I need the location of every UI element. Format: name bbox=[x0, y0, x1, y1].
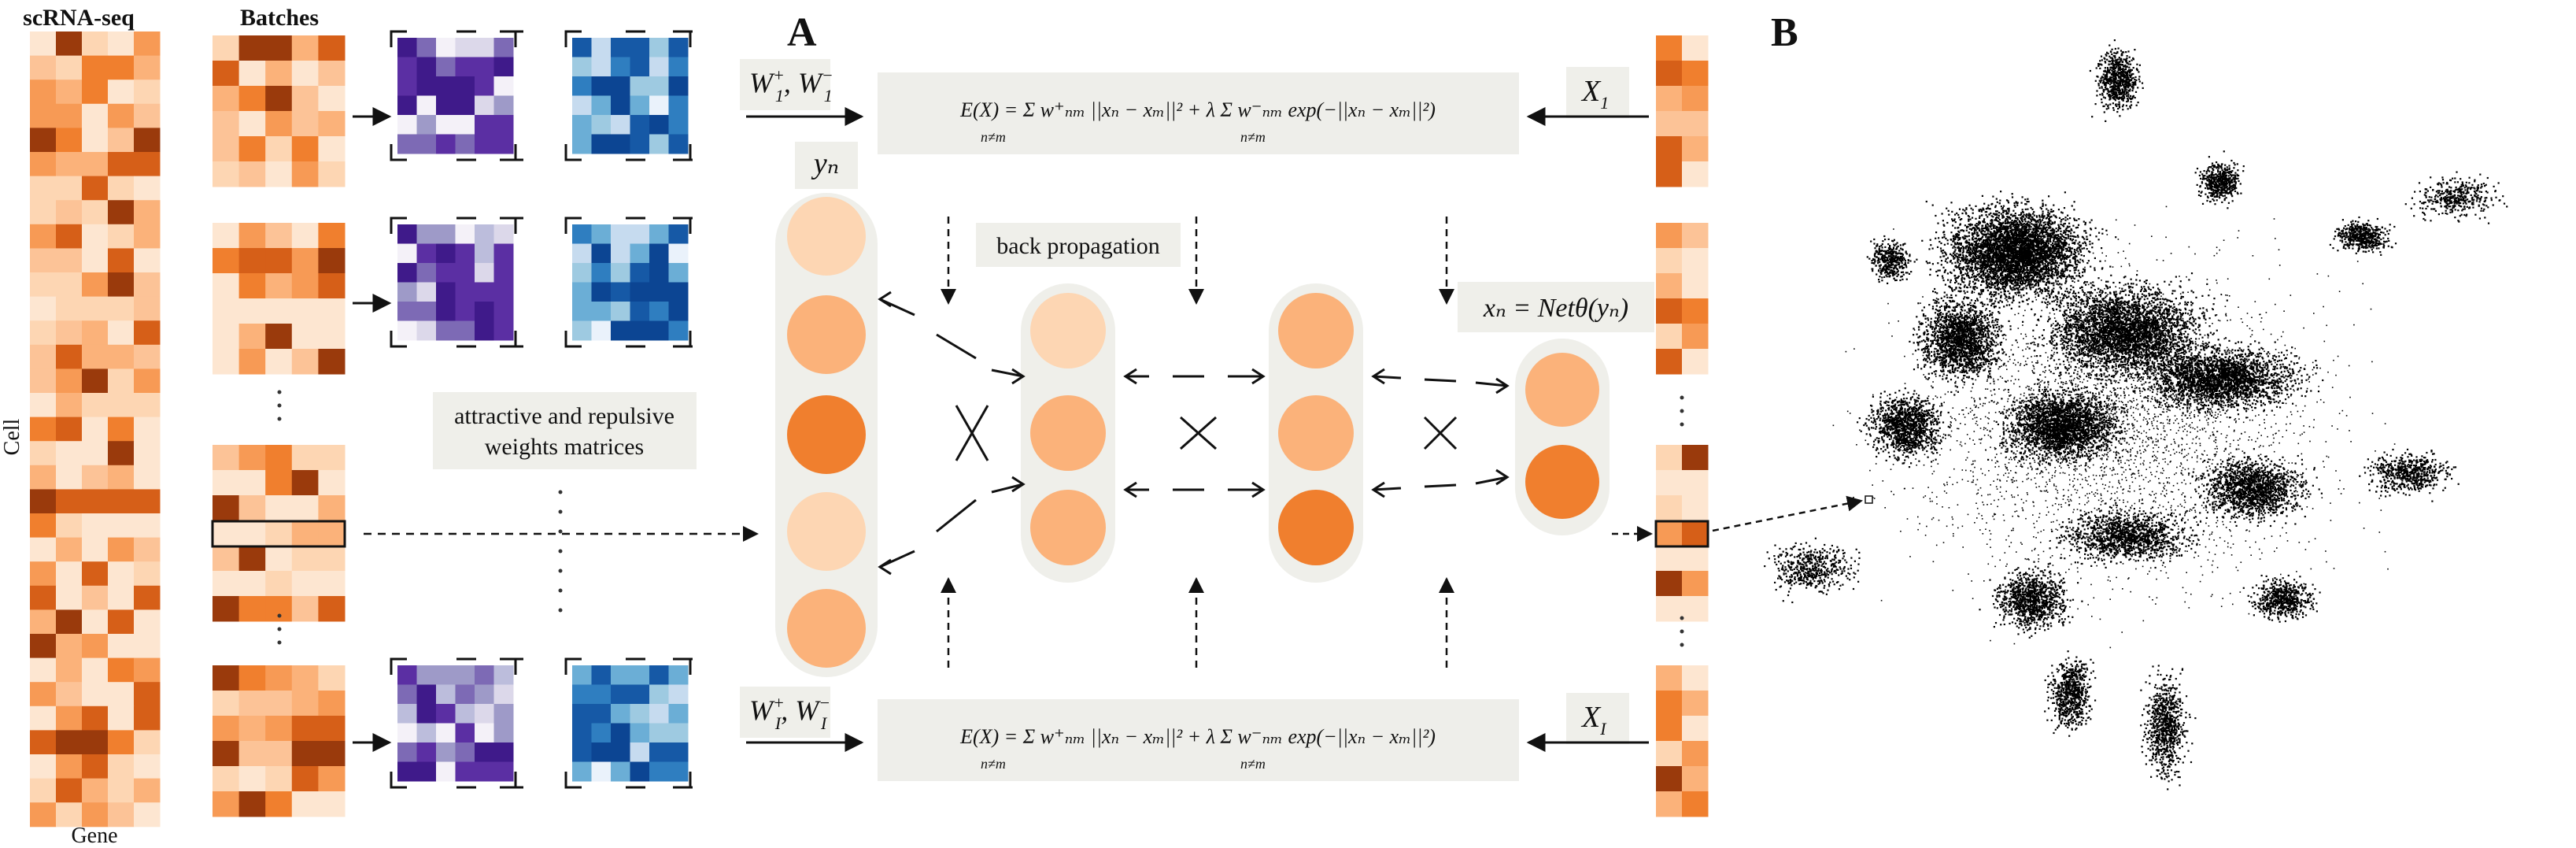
backprop-caption: back propagation bbox=[996, 233, 1159, 259]
embedding-point-cloud bbox=[1764, 39, 2508, 791]
net-label: xₙ = Netθ(yₙ) bbox=[1483, 294, 1628, 323]
batch-matrix-1 bbox=[213, 35, 346, 187]
batch-matrix-2 bbox=[213, 223, 346, 375]
gene-axis-label: Gene bbox=[71, 824, 117, 848]
network-edges bbox=[880, 292, 1507, 574]
batch-matrix-3 bbox=[213, 445, 346, 622]
energy-sub-bottom-2: n≠m bbox=[1240, 756, 1266, 772]
energy-sub-top-2: n≠m bbox=[1240, 129, 1266, 145]
energy-sub-bottom-1: n≠m bbox=[981, 756, 1006, 772]
cell-axis-label: Cell bbox=[0, 418, 24, 455]
weight-matrices-2 bbox=[391, 218, 693, 346]
scrna-seq-header: scRNA-seq bbox=[23, 5, 135, 31]
panel-label-b: B bbox=[1771, 10, 1798, 55]
weight-matrices-1 bbox=[391, 31, 693, 160]
weight-matrices-3 bbox=[391, 659, 693, 787]
weights-caption-line2: weights matrices bbox=[485, 434, 644, 460]
yn-label: yₙ bbox=[811, 147, 839, 180]
batch-matrix-4 bbox=[213, 665, 346, 817]
energy-formula-top: E(X) = Σ w⁺ₙₘ ||xₙ − xₘ||² + λ Σ w⁻ₙₘ ex… bbox=[959, 98, 1436, 121]
energy-sub-top-1: n≠m bbox=[981, 129, 1006, 145]
energy-formula-bottom: E(X) = Σ w⁺ₙₘ ||xₙ − xₘ||² + λ Σ w⁻ₙₘ ex… bbox=[959, 725, 1436, 748]
highlighted-point bbox=[1865, 496, 1872, 503]
arrow-embedding-to-map bbox=[1713, 501, 1861, 531]
batches-header: Batches bbox=[240, 5, 319, 31]
scrna-seq-matrix bbox=[30, 31, 161, 827]
weights-caption-line1: attractive and repulsive bbox=[454, 403, 674, 429]
network-nodes bbox=[787, 197, 1599, 668]
panel-label-a: A bbox=[787, 10, 817, 55]
